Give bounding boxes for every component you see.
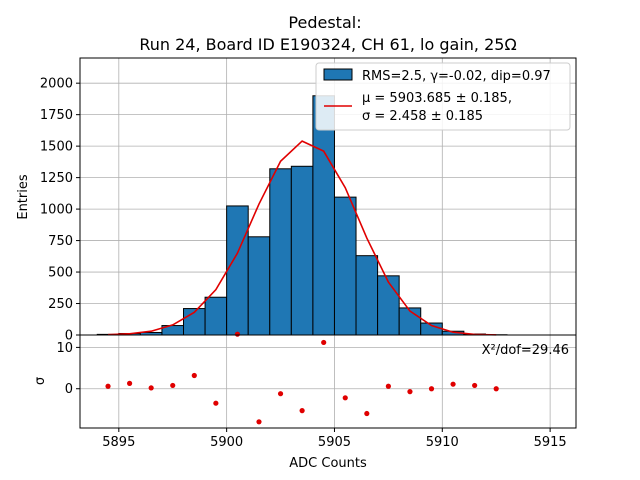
histogram-y-axis-label: Entries — [16, 174, 31, 220]
histogram-y-ticks: 0 250 500 750 1000 1250 1500 1750 2000 — [40, 77, 80, 344]
residual-point — [213, 400, 219, 406]
chart-title-line2: Run 24, Board ID E190324, CH 61, lo gain… — [139, 35, 516, 54]
residual-y-tick-label: 0 — [65, 382, 73, 397]
residual-point — [493, 386, 499, 392]
residual-annotation: X²/dof=29.46 — [482, 343, 569, 358]
residual-point — [191, 372, 197, 379]
legend-hist-swatch — [323, 68, 353, 81]
residual-point — [299, 408, 305, 414]
legend-fit-label-mu: μ = 5903.685 ± 0.185, — [362, 91, 512, 106]
histogram-y-tick-label: 1500 — [40, 140, 73, 155]
x-tick-label: 5910 — [426, 435, 459, 450]
residual-point — [472, 382, 478, 389]
histogram-y-tick-label: 1250 — [40, 171, 73, 186]
residual-point — [364, 410, 370, 417]
histogram-bar — [247, 236, 271, 336]
residual-grid — [80, 335, 576, 428]
residual-y-ticks: 0 10 — [56, 341, 80, 397]
residual-point — [407, 389, 413, 395]
chart-title-line1: Pedestal: — [288, 13, 361, 32]
residual-frame — [79, 334, 577, 429]
histogram-bar — [290, 165, 314, 336]
x-tick-label: 5915 — [534, 435, 567, 450]
histogram-y-tick-label: 0 — [65, 329, 73, 344]
residual-y-tick-label: 10 — [56, 341, 73, 356]
histogram-bar — [377, 275, 400, 336]
residual-point — [105, 383, 111, 389]
gaussian-fit-line — [108, 140, 497, 336]
histogram-bar — [333, 196, 357, 336]
residual-points — [105, 331, 499, 425]
histogram-y-tick-label: 1750 — [40, 108, 73, 123]
histogram-bars — [96, 95, 508, 336]
residual-point — [234, 331, 241, 337]
x-tick-label: 5895 — [102, 435, 135, 450]
histogram-y-tick-label: 250 — [48, 297, 73, 312]
residual-axes: 010 5895 5900 5905 5910 5915 X²/dof=29.46 σ … — [33, 331, 577, 471]
histogram-bar — [226, 205, 249, 336]
histogram-bar — [204, 296, 228, 336]
residual-point — [148, 385, 154, 391]
x-axis-label: ADC Counts — [289, 456, 367, 471]
x-tick-label: 5905 — [318, 435, 351, 450]
residual-point — [256, 419, 262, 425]
residual-point — [170, 382, 176, 389]
histogram-y-tick-label: 2000 — [40, 77, 73, 92]
legend-box — [315, 62, 571, 131]
residual-point — [342, 395, 348, 401]
residual-point — [450, 381, 456, 387]
histogram-y-tick-label: 1000 — [40, 203, 73, 218]
histogram-y-tick-label: 500 — [48, 266, 73, 281]
histogram-y-tick-label: 750 — [48, 234, 73, 249]
residual-point — [127, 380, 133, 386]
legend-hist-label: RMS=2.5, γ=-0.02, dip=0.97 — [362, 69, 551, 84]
histogram-bar — [355, 255, 379, 336]
residual-point — [428, 386, 435, 392]
histogram-axes: 0 250 500 750 1000 1250 1500 1750 2000 Entries R… — [16, 57, 577, 344]
legend-fit-label-sigma: σ = 2.458 ± 0.185 — [362, 109, 483, 124]
residual-point — [385, 383, 391, 389]
histogram-bar — [312, 95, 335, 336]
residual-point — [277, 391, 284, 397]
residual-x-ticks: 5895 5900 5905 5910 5915 — [102, 428, 567, 450]
legend: RMS=2.5, γ=-0.02, dip=0.97 μ = 5903.685 … — [315, 62, 571, 131]
histogram-bar — [269, 168, 292, 336]
residual-point — [321, 339, 327, 346]
x-tick-label: 5900 — [210, 435, 243, 450]
residual-y-axis-label: σ — [33, 377, 48, 385]
